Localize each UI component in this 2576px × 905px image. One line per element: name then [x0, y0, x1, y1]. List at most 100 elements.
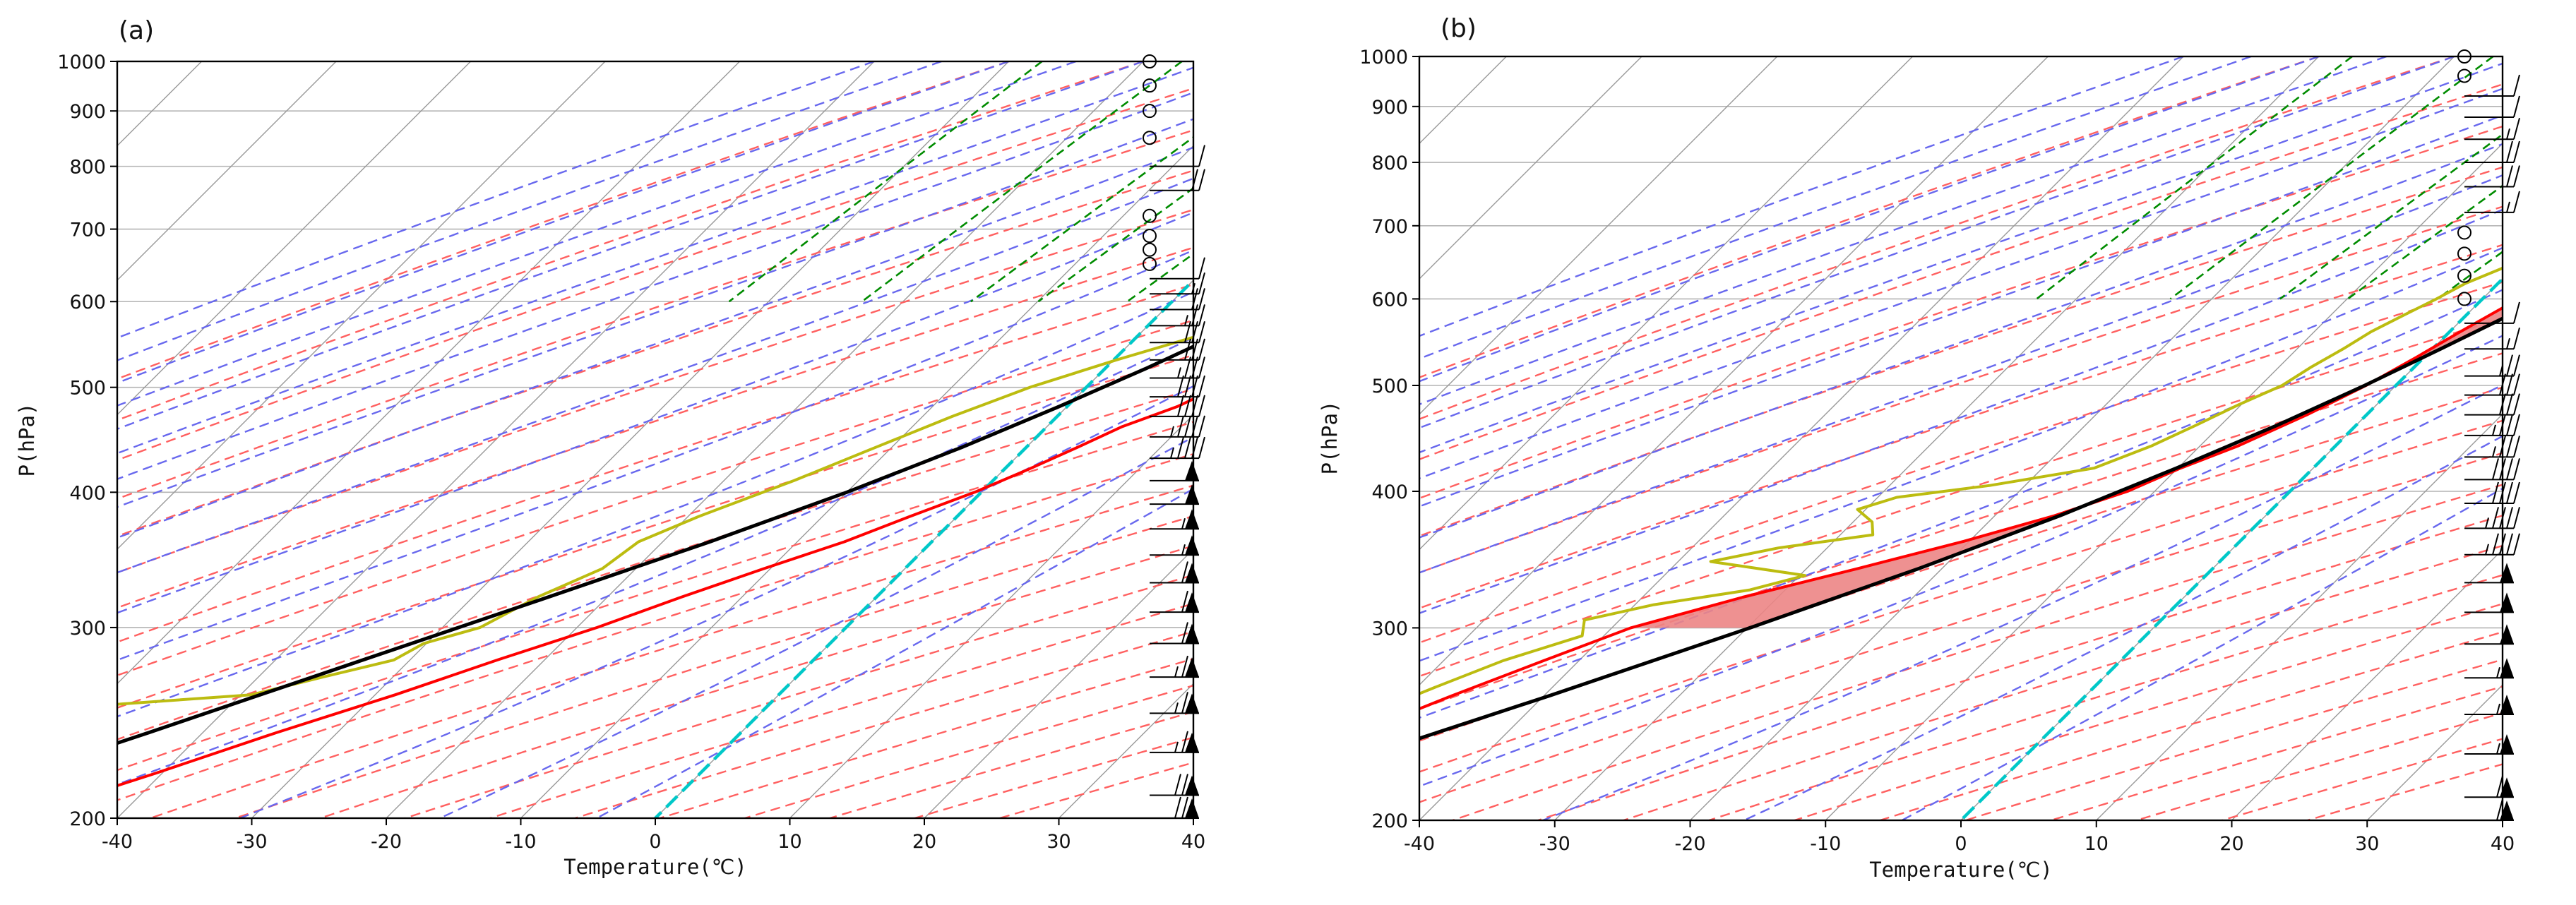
- y-tick-label: 200: [1371, 810, 1408, 832]
- moist-adiabat: [1419, 62, 2503, 454]
- wind-barb: [1150, 561, 1199, 584]
- isotherm-line: [2231, 549, 2503, 820]
- x-tick-label: 0: [649, 831, 661, 853]
- isotherm-line: [1554, 56, 2320, 820]
- panel-a-y-ticks: 200 300 400 500 600 700 800 900 1000: [57, 52, 117, 830]
- dry-adiabat: [117, 208, 1193, 574]
- dry-adiabat: [117, 421, 1193, 772]
- x-tick-label: 40: [2491, 833, 2515, 855]
- dry-adiabat: [1419, 166, 2503, 537]
- zero-isotherm-line: [654, 277, 1193, 818]
- panel-a-isobars: [117, 61, 1193, 818]
- wind-barb: [2464, 191, 2520, 213]
- wind-barb: [2457, 268, 2471, 283]
- lcl-point: [1328, 272, 1341, 285]
- wind-barb: [1150, 257, 1205, 280]
- wind-barb: [2464, 533, 2520, 556]
- panel-b-y-ticks: 200 300 400 500 600 700 800 900 1000: [1359, 47, 1419, 832]
- dry-adiabat: [1708, 574, 2503, 820]
- wind-barb: [1143, 131, 1157, 145]
- wind-barb: [1143, 208, 1157, 223]
- moist-adiabat: [117, 249, 1193, 661]
- moist-adiabat: [117, 336, 1193, 786]
- x-tick-label: 20: [912, 831, 936, 853]
- wind-barb: [1143, 256, 1157, 271]
- moist-adiabat: [1742, 435, 2503, 820]
- panel-b-isotherms: [1419, 56, 2503, 820]
- panel-a-series: [117, 272, 1341, 788]
- moist-adiabat: [1419, 114, 2503, 508]
- x-tick-label: 20: [2219, 833, 2243, 855]
- x-tick-label: 10: [2085, 833, 2109, 855]
- y-tick-label: 900: [1371, 97, 1408, 119]
- y-tick-label: 1000: [57, 52, 106, 73]
- y-tick-label: 800: [1371, 152, 1408, 174]
- wind-barb: [1150, 484, 1199, 505]
- isotherm-line: [117, 61, 740, 685]
- moist-adiabat: [117, 91, 1193, 480]
- dry-adiabat: [117, 246, 1193, 609]
- x-tick-label: -10: [505, 831, 536, 853]
- dry-adiabat: [117, 169, 1193, 537]
- isotherm-line: [386, 61, 1144, 818]
- moist-adiabat: [1419, 56, 2184, 337]
- moist-adiabat: [117, 177, 1193, 574]
- mixing-ratio-line: [2036, 56, 2353, 300]
- isotherm-line: [1419, 56, 1642, 280]
- x-tick-label: -10: [1810, 833, 1841, 855]
- panel-b-label: (b): [1441, 14, 1477, 43]
- skewt-panel-a: (a) -40 -30 -20 -10 0 10 20 30 40 200 300 400 500 60…: [15, 16, 1341, 879]
- wind-barb: [1143, 242, 1157, 257]
- temperature-line: [117, 397, 1193, 788]
- moist-adiabat: [117, 291, 1193, 718]
- x-tick-label: -40: [1404, 833, 1435, 855]
- moist-adiabat: [1419, 56, 2455, 429]
- moist-adiabat: [1419, 246, 2503, 662]
- moist-adiabat: [1419, 88, 2503, 479]
- dry-adiabat: [1419, 83, 2503, 460]
- wind-barb: [1150, 509, 1199, 530]
- moist-adiabat: [1900, 487, 2503, 820]
- mixing-ratio-line: [2169, 56, 2494, 300]
- wind-barb: [1150, 145, 1205, 167]
- moist-adiabat: [117, 61, 942, 361]
- wind-barb: [2457, 68, 2471, 83]
- x-tick-label: -30: [1539, 833, 1570, 855]
- y-tick-label: 600: [69, 292, 106, 313]
- moist-adiabat: [117, 118, 1193, 508]
- isotherm-line: [117, 61, 337, 281]
- wind-barb: [1150, 774, 1199, 796]
- dry-adiabat: [234, 515, 1193, 818]
- mixing-ratio-line: [1037, 186, 1193, 303]
- y-tick-label: 1000: [1359, 47, 1408, 68]
- y-tick-label: 400: [1371, 481, 1408, 503]
- wind-barb: [2457, 292, 2471, 306]
- moist-adiabat: [117, 146, 1193, 539]
- panel-b-dry-adiabats: [1419, 56, 2503, 820]
- isotherm-line: [1690, 56, 2455, 820]
- dry-adiabat: [117, 129, 1193, 500]
- wind-barb: [1150, 655, 1199, 678]
- moist-adiabat: [117, 61, 1077, 407]
- mixing-ratio-line: [728, 61, 1043, 303]
- moist-adiabat: [1419, 289, 2503, 719]
- wind-barb: [2464, 414, 2520, 436]
- isotherm-line: [520, 145, 1193, 818]
- wind-barb: [1150, 590, 1199, 613]
- wind-barb: [2464, 95, 2520, 118]
- isotherm-line: [2366, 684, 2503, 820]
- x-tick-label: 30: [1046, 831, 1071, 853]
- panel-b-moist-adiabats: [1419, 56, 2503, 820]
- moist-adiabat: [1419, 56, 2320, 383]
- y-tick-label: 300: [69, 618, 106, 640]
- parcel-path-line: [117, 344, 1193, 745]
- isotherm-line: [251, 61, 1009, 818]
- isotherm-line: [1960, 278, 2503, 820]
- y-tick-label: 700: [69, 220, 106, 241]
- x-tick-label: 40: [1181, 831, 1205, 853]
- panel-a-y-axis-label: P(hPa): [15, 403, 39, 477]
- wind-barb: [2457, 225, 2471, 240]
- dry-adiabat: [1419, 386, 2503, 742]
- y-tick-label: 700: [1371, 216, 1408, 238]
- dry-adiabat: [117, 61, 1009, 380]
